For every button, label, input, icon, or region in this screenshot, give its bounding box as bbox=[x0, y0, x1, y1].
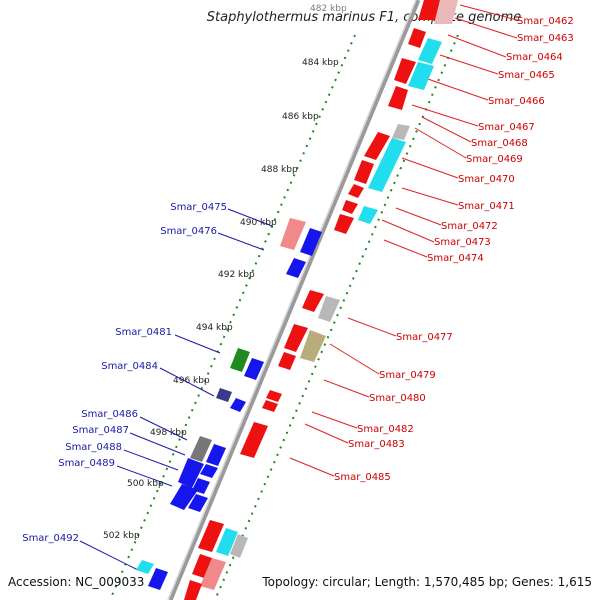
gene-smar-0463[interactable] bbox=[434, 0, 458, 24]
topology-label: Topology: circular; Length: 1,570,485 bp… bbox=[261, 575, 592, 589]
kbp-ticks: 482 kbp 484 kbp 486 kbp 488 kbp 490 kbp … bbox=[103, 4, 347, 541]
kbp-tick-label: 496 kbp bbox=[173, 376, 210, 386]
gene-label[interactable]: Smar_0472 bbox=[441, 221, 498, 232]
gene-smar-0469[interactable] bbox=[392, 124, 410, 140]
gene-lower-red-1[interactable] bbox=[198, 520, 224, 552]
gene-smar-0472[interactable] bbox=[354, 160, 374, 184]
kbp-tick-label: 494 kbp bbox=[196, 323, 233, 333]
gene-smar-0487[interactable] bbox=[206, 444, 226, 466]
gene-smar-0479b[interactable] bbox=[300, 330, 326, 362]
gene-lower-grey[interactable] bbox=[230, 534, 248, 558]
gene-label[interactable]: Smar_0476 bbox=[160, 226, 217, 237]
gene-label[interactable]: Smar_0467 bbox=[478, 122, 535, 133]
gene-smar-0474a[interactable] bbox=[342, 200, 358, 214]
left-gene-labels: Smar_0475 Smar_0476 Smar_0481 Smar_0484 … bbox=[22, 202, 227, 544]
gene-label[interactable]: Smar_0466 bbox=[488, 96, 545, 107]
gene-label[interactable]: Smar_0471 bbox=[458, 201, 515, 212]
gene-smar-0489b[interactable] bbox=[192, 478, 210, 494]
kbp-tick-label: 490 kbp bbox=[240, 218, 277, 228]
gene-smar-0465[interactable] bbox=[408, 62, 434, 90]
gene-label[interactable]: Smar_0480 bbox=[369, 393, 426, 404]
gene-smar-0483[interactable] bbox=[262, 400, 278, 412]
inner-ruler-track bbox=[214, 34, 459, 600]
gene-smar-0466[interactable] bbox=[408, 28, 426, 48]
gene-label[interactable]: Smar_0481 bbox=[115, 327, 172, 338]
gene-smar-0485[interactable] bbox=[240, 422, 268, 458]
gene-smar-0477b[interactable] bbox=[318, 296, 340, 322]
gene-lower-red-3[interactable] bbox=[184, 580, 202, 600]
gene-lower-red-2[interactable] bbox=[192, 554, 212, 578]
kbp-tick-label: 502 kbp bbox=[103, 531, 140, 541]
genome-backbone bbox=[167, 0, 421, 600]
gene-label[interactable]: Smar_0483 bbox=[348, 439, 405, 450]
gene-lower-cyan[interactable] bbox=[216, 528, 238, 556]
gene-label[interactable]: Smar_0485 bbox=[334, 472, 391, 483]
gene-label[interactable]: Smar_0465 bbox=[498, 70, 555, 81]
gene-label[interactable]: Smar_0475 bbox=[170, 202, 227, 213]
gene-label[interactable]: Smar_0464 bbox=[506, 52, 563, 63]
gene-label[interactable]: Smar_0489 bbox=[58, 458, 115, 469]
gene-smar-0484a[interactable] bbox=[216, 388, 232, 402]
gene-label[interactable]: Smar_0473 bbox=[434, 237, 491, 248]
kbp-tick-label: 488 kbp bbox=[261, 165, 298, 175]
gene-smar-0473[interactable] bbox=[348, 184, 364, 198]
gene-track-right bbox=[184, 0, 458, 600]
gene-track-left bbox=[136, 218, 322, 590]
gene-label[interactable]: Smar_0474 bbox=[427, 253, 484, 264]
gene-smar-0484b[interactable] bbox=[230, 398, 246, 412]
right-leader-lines bbox=[289, 4, 518, 477]
map-title: Staphylothermus marinus F1, complete gen… bbox=[207, 10, 522, 25]
gene-label[interactable]: Smar_0488 bbox=[65, 442, 122, 453]
gene-smar-0479a[interactable] bbox=[284, 324, 308, 352]
gene-smar-0476a[interactable] bbox=[300, 228, 322, 256]
gene-label[interactable]: Smar_0469 bbox=[466, 154, 523, 165]
gene-label[interactable]: Smar_0470 bbox=[458, 174, 515, 185]
gene-label[interactable]: Smar_0477 bbox=[396, 332, 453, 343]
kbp-tick-label: 484 kbp bbox=[302, 58, 339, 68]
gene-smar-0475[interactable] bbox=[280, 218, 306, 250]
gene-label[interactable]: Smar_0486 bbox=[81, 409, 138, 420]
gene-smar-0464[interactable] bbox=[418, 38, 442, 64]
genome-backbone-highlight bbox=[167, 0, 417, 600]
gene-label[interactable]: Smar_0463 bbox=[517, 33, 574, 44]
gene-label[interactable]: Smar_0479 bbox=[379, 370, 436, 381]
gene-smar-0468[interactable] bbox=[388, 86, 408, 110]
gene-smar-0476b[interactable] bbox=[286, 258, 306, 278]
gene-lower-pink[interactable] bbox=[200, 558, 226, 590]
gene-label[interactable]: Smar_0484 bbox=[101, 361, 158, 372]
right-gene-labels: Smar_0462 Smar_0463 Smar_0464 Smar_0465 … bbox=[334, 16, 574, 483]
gene-smar-0482[interactable] bbox=[266, 390, 282, 402]
kbp-tick-label: 500 kbp bbox=[127, 479, 164, 489]
accession-label: Accession: NC_009033 bbox=[8, 575, 144, 589]
gene-smar-0474b[interactable] bbox=[358, 206, 378, 224]
kbp-tick-label: 492 kbp bbox=[218, 270, 255, 280]
gene-smar-0471[interactable] bbox=[364, 132, 390, 160]
gene-smar-0474c[interactable] bbox=[334, 214, 354, 234]
gene-smar-0492b[interactable] bbox=[148, 568, 168, 590]
gene-label[interactable]: Smar_0492 bbox=[22, 533, 79, 544]
kbp-tick-label: 486 kbp bbox=[282, 112, 319, 122]
kbp-tick-label: 482 kbp bbox=[310, 4, 347, 14]
gene-smar-0481a[interactable] bbox=[230, 348, 250, 372]
gene-smar-0470[interactable] bbox=[368, 138, 406, 192]
gene-smar-0489c[interactable] bbox=[188, 494, 208, 512]
gene-smar-0486[interactable] bbox=[190, 436, 212, 462]
outer-ruler-track bbox=[109, 34, 356, 600]
gene-smar-0488a[interactable] bbox=[178, 458, 204, 488]
kbp-tick-label: 498 kbp bbox=[150, 428, 187, 438]
gene-smar-0480[interactable] bbox=[278, 352, 296, 370]
gene-smar-0477a[interactable] bbox=[302, 290, 324, 312]
gene-smar-0467[interactable] bbox=[394, 58, 416, 84]
gene-label[interactable]: Smar_0482 bbox=[357, 424, 414, 435]
gene-smar-0489a[interactable] bbox=[170, 484, 198, 510]
gene-smar-0488b[interactable] bbox=[200, 464, 218, 478]
gene-label[interactable]: Smar_0487 bbox=[72, 425, 129, 436]
left-leader-lines bbox=[79, 208, 273, 571]
gene-label[interactable]: Smar_0462 bbox=[517, 16, 574, 27]
gene-smar-0492a[interactable] bbox=[136, 560, 154, 574]
gene-label[interactable]: Smar_0468 bbox=[471, 138, 528, 149]
gene-smar-0462[interactable] bbox=[418, 0, 440, 20]
gene-smar-0481b[interactable] bbox=[244, 358, 264, 380]
